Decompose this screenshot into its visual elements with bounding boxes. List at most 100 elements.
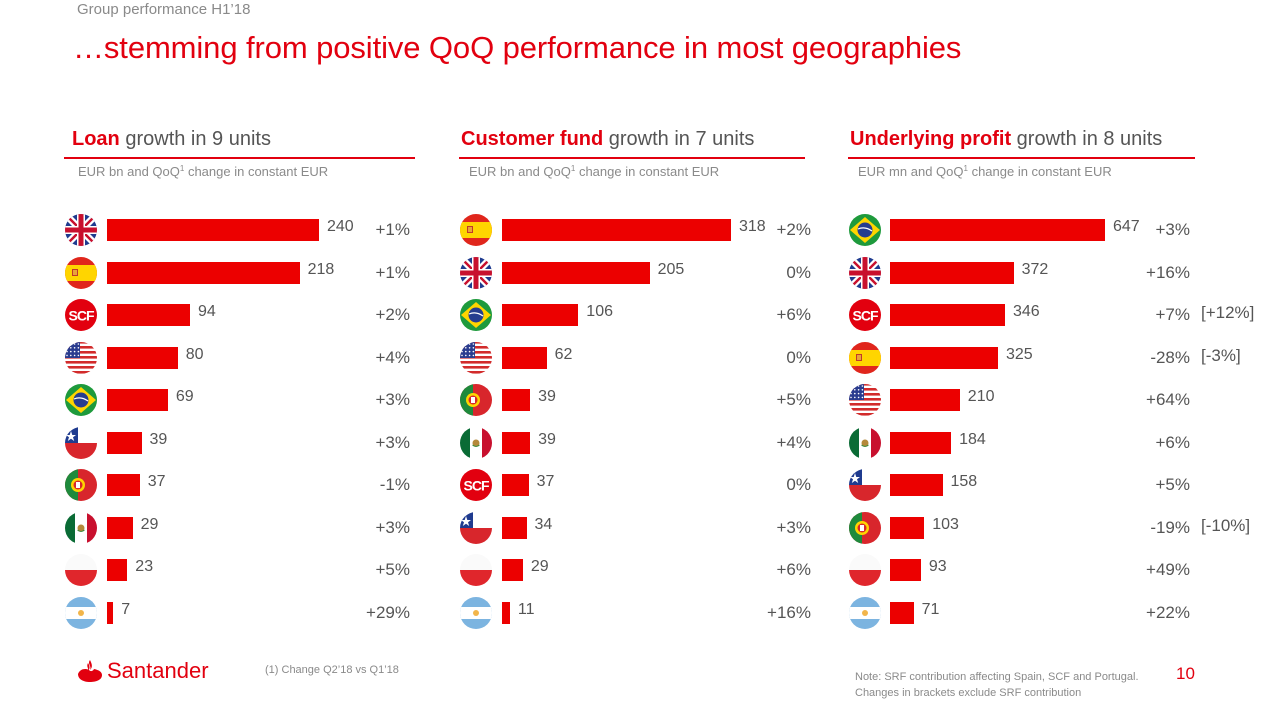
page-title: …stemming from positive QoQ performance … (73, 30, 962, 65)
qoq-change-ex-srf-label: [-10%] (1201, 515, 1251, 535)
qoq-change-label: +49% (1146, 560, 1190, 579)
bar-row-uk: 240 +1% (64, 213, 484, 249)
bar (890, 559, 921, 581)
bar (107, 261, 300, 284)
qoq-change-label: +16% (1146, 262, 1190, 282)
bar-value-label: 93 (928, 558, 947, 575)
bar-value-label: 205 (657, 260, 685, 278)
qoq-change-label: +16% (767, 602, 811, 622)
bar (502, 516, 527, 539)
svg-text:SCF: SCF (69, 308, 95, 324)
bar (890, 389, 960, 411)
qoq-change-label: +7% (1155, 305, 1191, 324)
srf-note-line-2: Changes in brackets exclude SRF contribu… (855, 687, 1082, 699)
bar-value-label: 34 (534, 515, 553, 533)
bar-row-mexico: 184 +6% (848, 426, 1268, 462)
qoq-change-label: 0% (786, 262, 811, 282)
panel-title-highlight: Underlying profit (850, 128, 1012, 150)
mexico-flag-icon (848, 426, 882, 460)
bar-value-label: 106 (586, 303, 613, 320)
panel-title-rest: growth in 9 units (119, 128, 271, 150)
panel-title: Customer fund growth in 7 units (461, 128, 754, 151)
portugal-flag-icon (848, 511, 882, 545)
bar-row-brazil: 69 +3% (64, 383, 484, 419)
bar-row-argentina: 11 +16% (459, 596, 879, 632)
bar-row-argentina: 71 +22% (848, 596, 1268, 632)
qoq-change-label: +2% (375, 305, 411, 324)
portugal-flag-icon (64, 468, 98, 502)
spain-flag-icon (848, 341, 882, 375)
scf-logo-icon: SCF (848, 298, 882, 332)
bar-row-brazil: 106 +6% (459, 298, 879, 334)
bar-row-scf: SCF 94 +2% (64, 298, 484, 334)
brazil-flag-icon (848, 213, 882, 247)
scf-logo-icon: SCF (64, 298, 98, 332)
uk-flag-icon (459, 256, 493, 290)
bar (890, 601, 914, 624)
bar-row-poland: 23 +5% (64, 553, 484, 589)
panel-title-highlight: Loan (72, 128, 120, 150)
bar-row-portugal: 37 -1% (64, 468, 484, 504)
poland-flag-icon (64, 553, 98, 587)
bar (890, 516, 925, 539)
mexico-flag-icon (459, 426, 493, 460)
argentina-flag-icon (64, 596, 98, 630)
panel-subtitle-post: change in constant EUR (575, 164, 720, 179)
qoq-change-label: +5% (1155, 475, 1191, 494)
bar (107, 346, 178, 369)
poland-flag-icon (848, 553, 882, 587)
panel-subtitle-pre: EUR bn and QoQ (469, 164, 571, 179)
bar-value-label: 37 (536, 473, 555, 490)
bar-value-label: 39 (538, 388, 556, 405)
bar (107, 516, 133, 539)
bar (107, 219, 319, 241)
bar (107, 474, 140, 496)
footnote-marker: 1 (963, 164, 968, 173)
bar-row-poland: 93 +49% (848, 553, 1268, 589)
qoq-change-label: +29% (366, 602, 410, 622)
bar-value-label: 318 (739, 218, 766, 235)
qoq-change-label: +5% (375, 560, 411, 579)
bar-row-spain: 318 +2% (459, 213, 879, 249)
bar-row-chile: 34 +3% (459, 511, 879, 547)
bar-value-label: 39 (149, 430, 168, 448)
bar (502, 346, 547, 369)
panel-title-rest: growth in 8 units (1011, 128, 1163, 150)
panel-subtitle: EUR bn and QoQ1 change in constant EUR (469, 164, 719, 179)
bar-row-spain: 218 +1% (64, 256, 484, 292)
page-number: 10 (1176, 664, 1195, 683)
bar-row-chile: 39 +3% (64, 426, 484, 462)
bar-value-label: 158 (950, 473, 978, 490)
bar-row-poland: 29 +6% (459, 553, 879, 589)
bar (890, 304, 1005, 326)
srf-note: Note: SRF contribution affecting Spain, … (855, 669, 1139, 701)
panel-divider (459, 157, 805, 159)
qoq-change-ex-srf-label: [-3%] (1201, 345, 1241, 365)
bar-row-mexico: 29 +3% (64, 511, 484, 547)
portugal-flag-icon (459, 383, 493, 417)
bar (502, 261, 650, 284)
bar-row-scf: SCF 37 0% (459, 468, 879, 504)
bar-row-portugal: 103 -19% [-10%] (848, 511, 1268, 547)
qoq-change-label: +1% (375, 262, 411, 282)
qoq-change-label: +22% (1146, 602, 1190, 622)
bar (502, 304, 579, 326)
santander-logo: Santander (77, 658, 209, 684)
section-label: Group performance H1’18 (77, 1, 251, 18)
bar-value-label: 69 (175, 388, 194, 405)
bar-value-label: 29 (530, 558, 549, 575)
mexico-flag-icon (64, 511, 98, 545)
us-flag-icon (459, 341, 493, 375)
bar-row-chile: 158 +5% (848, 468, 1268, 504)
bar-row-us: 80 +4% (64, 341, 484, 377)
scf-logo-icon: SCF (459, 468, 493, 502)
bar (107, 559, 128, 581)
argentina-flag-icon (459, 596, 493, 630)
bar (107, 389, 168, 411)
bar (890, 474, 943, 496)
qoq-change-label: +3% (375, 390, 411, 409)
bar (107, 601, 114, 624)
qoq-change-ex-srf-label: [+12%] (1201, 303, 1255, 322)
footnote-marker: 1 (179, 164, 185, 173)
qoq-change-label: -1% (379, 475, 410, 494)
